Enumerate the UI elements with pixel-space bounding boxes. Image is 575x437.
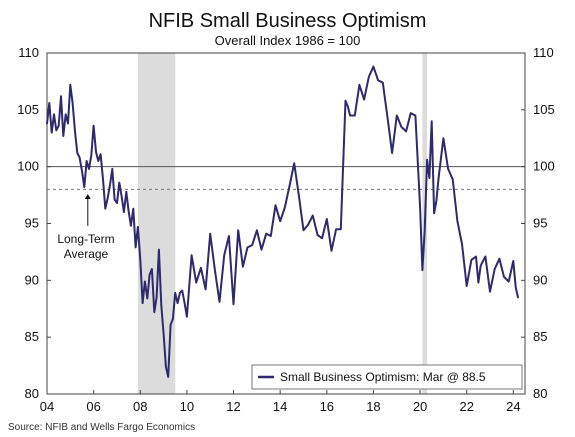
annotation-arrow-head: [84, 193, 91, 199]
x-tick-label-04: 04: [40, 399, 54, 414]
y-tick-label-right-95: 95: [533, 216, 547, 231]
legend-label: Small Business Optimism: Mar @ 88.5: [280, 370, 486, 384]
x-tick-label-16: 16: [320, 399, 334, 414]
x-tick-label-20: 20: [413, 399, 427, 414]
chart-source: Source: NFIB and Wells Fargo Economics: [8, 422, 195, 433]
y-tick-label-right-105: 105: [533, 102, 555, 117]
legend-box: [251, 364, 523, 390]
annotation-line-1: Long-Term: [57, 232, 114, 246]
y-tick-label-right-100: 100: [533, 159, 555, 174]
chart-subtitle: Overall Index 1986 = 100: [215, 33, 361, 48]
chart-title: NFIB Small Business Optimism: [149, 10, 427, 32]
y-tick-label-right-110: 110: [533, 45, 554, 60]
x-tick-label-08: 08: [133, 399, 147, 414]
y-tick-label-left-80: 80: [25, 386, 39, 401]
y-tick-label-left-110: 110: [18, 45, 39, 60]
y-tick-label-left-100: 100: [17, 159, 39, 174]
x-tick-label-22: 22: [459, 399, 473, 414]
y-tick-label-left-85: 85: [25, 329, 39, 344]
annotation-line-2: Average: [64, 247, 109, 261]
x-tick-label-10: 10: [180, 399, 194, 414]
x-tick-label-12: 12: [226, 399, 240, 414]
y-tick-label-right-90: 90: [533, 272, 547, 287]
y-tick-label-right-80: 80: [533, 386, 547, 401]
x-tick-label-18: 18: [366, 399, 380, 414]
x-tick-label-24: 24: [506, 399, 520, 414]
x-tick-label-14: 14: [273, 399, 287, 414]
y-tick-label-left-105: 105: [17, 102, 39, 117]
series-line-small-business-optimism: [46, 65, 519, 378]
y-tick-label-left-90: 90: [25, 272, 39, 287]
x-tick-label-06: 06: [86, 399, 100, 414]
y-tick-label-right-85: 85: [533, 329, 547, 344]
y-tick-label-left-95: 95: [25, 216, 39, 231]
plot-frame: [46, 52, 526, 395]
